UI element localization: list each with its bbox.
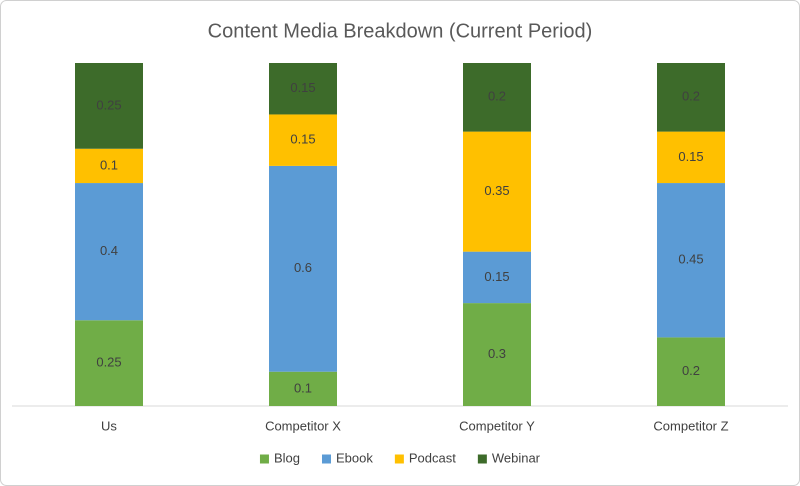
bar-segment	[269, 165, 337, 372]
data-label: 0.15	[484, 269, 509, 284]
data-label: 0.2	[682, 89, 700, 104]
legend-swatch	[394, 454, 404, 464]
legend-label: Blog	[274, 450, 300, 465]
data-label: 0.1	[294, 380, 312, 395]
data-label: 0.15	[290, 80, 315, 95]
legend-swatch	[321, 454, 331, 464]
bar-segment	[269, 63, 337, 115]
x-tick-label: Us	[101, 418, 117, 433]
data-label: 0.25	[96, 355, 121, 370]
legend-label: Webinar	[492, 450, 541, 465]
bar-segment	[75, 183, 143, 321]
data-label: 0.1	[100, 157, 118, 172]
data-label: 0.2	[682, 363, 700, 378]
data-label: 0.3	[488, 346, 506, 361]
bar-segment	[269, 371, 337, 406]
data-label: 0.2	[488, 89, 506, 104]
bar-segment	[657, 63, 725, 132]
bar-segment	[463, 131, 531, 252]
bar-segment	[657, 131, 725, 184]
bar-segment	[657, 337, 725, 406]
x-tick-label: Competitor Z	[653, 418, 728, 433]
legend-swatch	[259, 454, 269, 464]
chart-title: Content Media Breakdown (Current Period)	[208, 20, 593, 42]
legend-swatch	[477, 454, 487, 464]
x-tick-label: Competitor X	[265, 418, 341, 433]
bar-segment	[75, 320, 143, 406]
data-label: 0.6	[294, 260, 312, 275]
bar-segment	[75, 148, 143, 184]
bar-segment	[463, 303, 531, 406]
data-label: 0.25	[96, 97, 121, 112]
data-label: 0.4	[100, 243, 118, 258]
bar-segment	[463, 251, 531, 304]
legend-label: Ebook	[336, 450, 373, 465]
bar-segment	[75, 63, 143, 149]
bar-segment	[269, 114, 337, 166]
bar-segment	[657, 183, 725, 338]
data-label: 0.35	[484, 183, 509, 198]
x-tick-label: Competitor Y	[459, 418, 535, 433]
data-label: 0.15	[290, 132, 315, 147]
data-label: 0.45	[678, 252, 703, 267]
legend-label: Podcast	[409, 450, 456, 465]
bar-segment	[463, 63, 531, 132]
data-label: 0.15	[678, 149, 703, 164]
